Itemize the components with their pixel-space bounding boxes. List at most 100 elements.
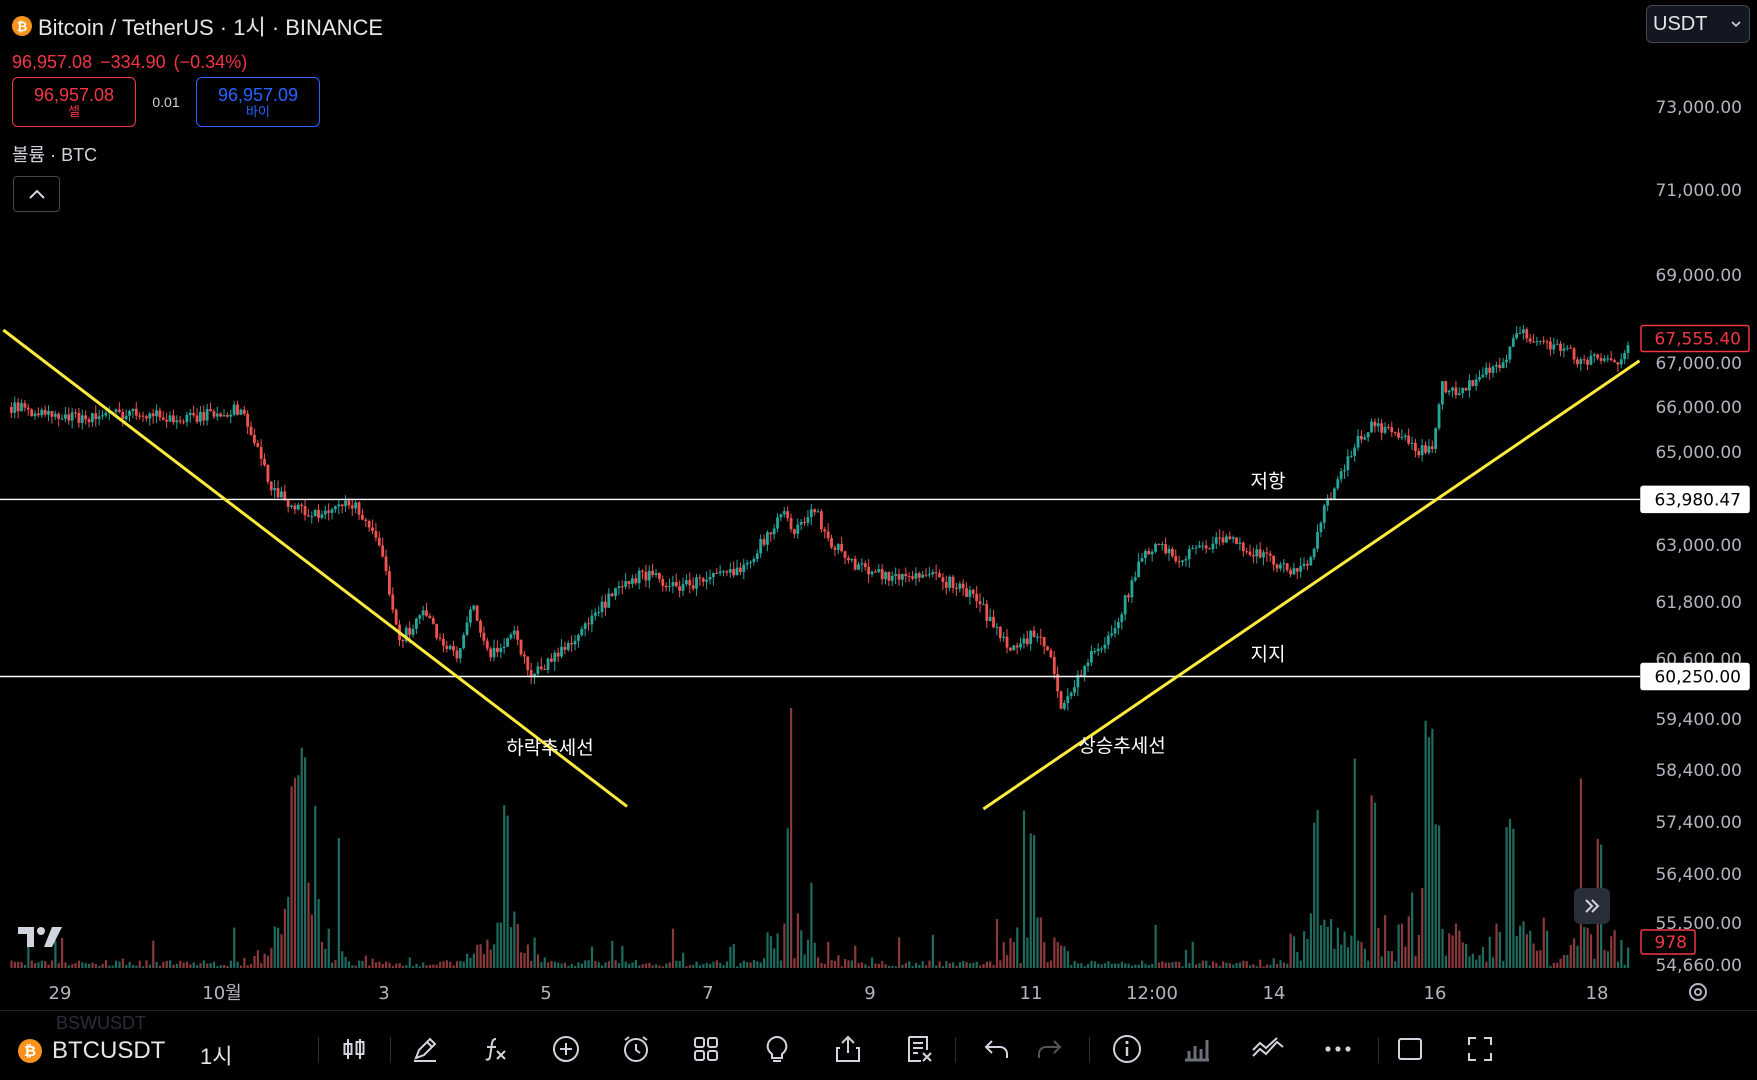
candle	[182, 419, 185, 425]
candle-type-icon[interactable]	[334, 1029, 374, 1069]
volume-bar	[800, 930, 803, 968]
volume-bar	[1434, 824, 1437, 968]
volume-bar	[1211, 961, 1215, 968]
volume-bar	[1377, 928, 1380, 968]
trendlines[interactable]: 하락추세선 상승추세선	[2, 328, 1641, 811]
candle	[388, 566, 391, 597]
candle	[1275, 563, 1279, 573]
candle	[1403, 433, 1407, 441]
candle	[1430, 440, 1434, 453]
more-dots-icon[interactable]	[1318, 1029, 1358, 1069]
candle	[1096, 643, 1100, 657]
scale-settings-icon[interactable]	[1689, 983, 1707, 1001]
volume-bar	[665, 963, 668, 968]
volume-bar	[1127, 963, 1130, 968]
time-axis[interactable]: 29 10월 3 5 7 9 11 12:00 14 16 18	[49, 983, 1707, 1004]
candle	[1079, 669, 1083, 677]
candle	[975, 585, 979, 609]
volume-bar	[921, 961, 924, 968]
volume-bar	[1195, 964, 1198, 968]
candle	[641, 569, 644, 580]
candle	[286, 499, 290, 513]
volume-bar	[236, 961, 239, 968]
candle	[455, 646, 459, 663]
scroll-to-realtime-button[interactable]	[1574, 888, 1610, 924]
trendline-label: 하락추세선	[506, 737, 593, 759]
redo-icon[interactable]	[1029, 1029, 1069, 1069]
candle	[1228, 531, 1232, 541]
undo-icon[interactable]	[977, 1029, 1017, 1069]
square-view-icon[interactable]	[1390, 1029, 1430, 1069]
volume-bar	[1154, 924, 1157, 968]
volume-bar	[304, 757, 307, 968]
candles	[10, 325, 1630, 711]
volume-bar	[57, 963, 60, 968]
volume-bar	[1492, 957, 1495, 968]
volume-bar	[958, 962, 961, 968]
volume-bar	[1120, 961, 1123, 968]
volume-indicator-label[interactable]: 볼륨 · BTC	[12, 145, 98, 165]
candle	[205, 403, 209, 426]
candle	[1181, 559, 1184, 567]
currency-select[interactable]: USDT	[1646, 5, 1750, 43]
symbol-title[interactable]: Bitcoin / TetherUS · 1시 · BINANCE	[38, 15, 384, 40]
strategy-wave-icon[interactable]	[1248, 1029, 1288, 1069]
candle	[465, 616, 469, 637]
candle	[884, 571, 887, 585]
compare-add-icon[interactable]	[546, 1029, 586, 1069]
candle	[20, 399, 23, 412]
trendline[interactable]	[982, 359, 1641, 811]
financials-chart-icon[interactable]	[1177, 1029, 1217, 1069]
trendline[interactable]	[2, 328, 628, 808]
alarm-clock-icon[interactable]	[616, 1029, 656, 1069]
object-tree-icon[interactable]	[900, 1029, 940, 1069]
indicators-fx-icon[interactable]	[475, 1029, 515, 1069]
volume-bar	[1313, 822, 1316, 968]
symbol-selector[interactable]: ₿ BTCUSDT	[18, 1037, 165, 1065]
sell-button[interactable]: 96,957.08 셀	[12, 77, 136, 127]
volume-bar	[925, 965, 928, 968]
candle	[698, 574, 702, 586]
collapse-legend-button[interactable]	[13, 176, 60, 212]
candle	[489, 646, 493, 662]
volume-bar	[830, 960, 833, 968]
candle	[769, 531, 773, 542]
candle	[917, 571, 921, 583]
candle	[1336, 475, 1340, 491]
candle	[620, 580, 624, 595]
candle	[496, 640, 499, 658]
volume-bar	[395, 963, 398, 968]
candle	[1383, 422, 1387, 435]
volume-bar	[513, 911, 516, 968]
info-icon[interactable]	[1107, 1029, 1147, 1069]
drawing-pen-icon[interactable]	[405, 1029, 445, 1069]
candle	[546, 657, 550, 674]
sell-label: 셀	[68, 103, 80, 119]
candle	[482, 626, 486, 646]
candle	[1046, 645, 1049, 651]
volume-bar	[256, 950, 259, 968]
share-icon[interactable]	[828, 1029, 868, 1069]
candle	[806, 510, 810, 527]
candle	[53, 410, 57, 421]
interval-selector[interactable]: 1시	[200, 1044, 233, 1069]
price-axis[interactable]: 73,000.00 71,000.00 69,000.00 67,000.00 66,0…	[1655, 98, 1742, 976]
layout-grid-icon[interactable]	[686, 1029, 726, 1069]
y-tick-label: 55,500.00	[1655, 914, 1742, 934]
candle	[1059, 690, 1063, 710]
x-tick-label: 16	[1424, 983, 1447, 1004]
volume-bar	[1394, 961, 1397, 968]
volume-bar	[756, 961, 759, 968]
volume-bar	[746, 961, 749, 968]
fullscreen-icon[interactable]	[1460, 1029, 1500, 1069]
volume-bar	[1336, 927, 1339, 968]
volume-bar	[17, 961, 20, 968]
buy-button[interactable]: 96,957.09 바이	[196, 77, 320, 127]
tradingview-logo-icon[interactable]	[16, 924, 64, 956]
candle	[138, 412, 142, 420]
volume-bar	[1228, 963, 1231, 968]
candle	[246, 410, 250, 435]
candle	[523, 650, 526, 664]
ideas-lightbulb-icon[interactable]	[757, 1029, 797, 1069]
